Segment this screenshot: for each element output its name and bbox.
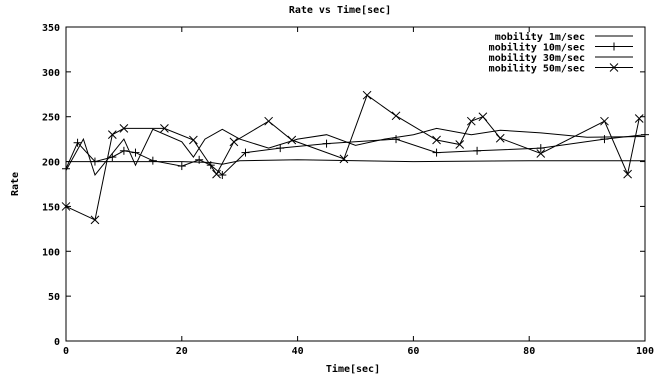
data-point xyxy=(90,157,99,166)
data-point xyxy=(455,140,465,149)
data-point xyxy=(148,156,157,165)
legend-item: mobility 1m/sec xyxy=(495,31,633,43)
x-tick-label: 60 xyxy=(407,346,419,357)
data-point xyxy=(229,137,239,147)
y-tick-label: 150 xyxy=(42,202,60,213)
data-point xyxy=(600,135,609,144)
data-point xyxy=(264,116,274,126)
data-point xyxy=(362,90,372,100)
legend-marker xyxy=(609,63,619,72)
data-point xyxy=(276,144,285,153)
data-point xyxy=(189,135,198,145)
series-4 xyxy=(61,90,644,225)
data-point xyxy=(119,146,128,155)
data-point xyxy=(339,154,349,164)
data-point xyxy=(392,135,401,144)
data-point xyxy=(212,169,221,179)
x-tick-label: 0 xyxy=(63,346,69,357)
x-tick-label: 80 xyxy=(523,346,535,357)
legend-label: mobility 50m/sec xyxy=(489,63,585,75)
data-point xyxy=(466,116,476,126)
data-point xyxy=(241,148,250,157)
data-point xyxy=(322,139,331,148)
series-line xyxy=(65,127,646,177)
chart-title: Rate vs Time[sec] xyxy=(289,4,391,16)
data-point xyxy=(131,148,140,157)
data-point xyxy=(634,114,644,123)
x-axis-label: Time[sec] xyxy=(326,363,380,375)
data-point xyxy=(473,146,482,155)
data-point xyxy=(90,215,100,225)
legend-item: mobility 10m/sec xyxy=(489,42,633,54)
data-point xyxy=(177,162,186,171)
plot-border xyxy=(65,26,646,342)
legend-label: mobility 10m/sec xyxy=(489,42,585,54)
x-tick-label: 40 xyxy=(292,346,304,357)
data-point xyxy=(536,144,545,153)
y-tick-label: 100 xyxy=(42,247,60,258)
series-2 xyxy=(62,130,649,180)
x-axis-ticks: 0 20 40 60 80 100 xyxy=(63,27,654,357)
series-3 xyxy=(65,127,646,177)
x-tick-label: 100 xyxy=(636,346,654,357)
data-point xyxy=(73,138,82,147)
data-point xyxy=(391,111,401,121)
data-point xyxy=(119,124,129,133)
series-line xyxy=(65,94,640,221)
y-tick-label: 350 xyxy=(42,23,60,34)
y-tick-label: 0 xyxy=(54,337,60,348)
data-point xyxy=(495,133,505,143)
y-tick-label: 250 xyxy=(42,113,60,124)
series-line xyxy=(65,134,646,176)
data-point xyxy=(623,169,632,179)
legend-label: mobility 1m/sec xyxy=(495,31,585,43)
legend-label: mobility 30m/sec xyxy=(489,52,585,64)
y-tick-label: 50 xyxy=(48,292,60,303)
data-point xyxy=(287,135,297,145)
x-tick-label: 20 xyxy=(176,346,188,357)
data-point xyxy=(536,149,546,158)
data-point xyxy=(432,135,441,145)
series-layer xyxy=(61,90,649,225)
data-point xyxy=(478,112,488,122)
data-point xyxy=(432,148,441,157)
data-point xyxy=(195,155,204,164)
data-point xyxy=(107,130,117,140)
data-point xyxy=(61,202,71,211)
data-point xyxy=(600,116,609,126)
plot-frame xyxy=(65,26,646,342)
data-point xyxy=(160,124,169,133)
data-point xyxy=(62,164,70,173)
data-point xyxy=(641,130,649,139)
legend-item: mobility 50m/sec xyxy=(489,63,633,75)
y-tick-label: 200 xyxy=(42,158,60,169)
legend-item: mobility 30m/sec xyxy=(489,52,633,64)
data-point xyxy=(218,171,227,180)
y-tick-label: 300 xyxy=(42,68,60,79)
y-axis-label: Rate xyxy=(10,172,21,196)
legend-marker xyxy=(610,42,618,51)
